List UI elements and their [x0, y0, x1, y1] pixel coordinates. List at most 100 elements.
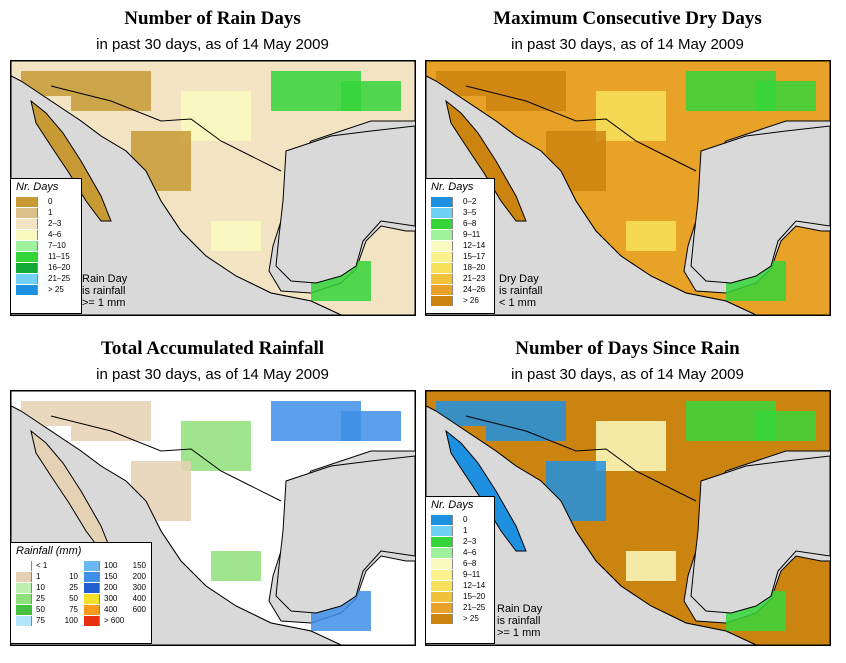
legend-swatch	[431, 295, 453, 306]
legend-swatch	[431, 273, 453, 284]
legend-item: 6–8	[431, 218, 494, 229]
legend-label: 11–15	[48, 252, 70, 261]
legend-swatch	[84, 571, 100, 582]
legend-label: 0	[48, 197, 53, 206]
legend-label: > 25	[463, 614, 479, 623]
legend-swatch	[431, 547, 453, 558]
legend-label: 150 200	[104, 572, 146, 581]
legend-label: 7–10	[48, 241, 66, 250]
legend-label: 9–11	[463, 570, 481, 579]
legend-item: 400 600	[84, 604, 147, 615]
legend-range-high: 25	[69, 583, 78, 592]
panel-subtitle: in past 30 days, as of 14 May 2009	[511, 366, 744, 383]
legend-item: 1 10	[16, 571, 79, 582]
legend-item: 2–3	[431, 536, 494, 547]
legend-title: Nr. Days	[431, 181, 474, 193]
legend-item: 300 400	[84, 593, 147, 604]
legend-swatch	[84, 582, 100, 593]
legend-swatch	[431, 569, 453, 580]
data-patch	[626, 221, 676, 251]
legend-item: 1	[431, 525, 494, 536]
legend-item: 100 150	[84, 560, 147, 571]
legend-item: 2–3	[16, 218, 81, 229]
legend-swatch	[16, 207, 38, 218]
legend-range-low: 10	[36, 583, 45, 592]
note-line: Rain Day	[497, 603, 543, 615]
panel-total-rainfall: Total Accumulated Rainfall in past 30 da…	[10, 338, 416, 663]
legend-range-high: 400	[132, 594, 146, 603]
legend-swatch	[84, 560, 100, 571]
legend-item: 15–17	[431, 251, 494, 262]
legend-range-low: < 1	[36, 561, 48, 570]
legend-item: 200 300	[84, 582, 147, 593]
baja-california	[30, 99, 112, 222]
legend-label: 2–3	[463, 537, 477, 546]
legend-swatch	[16, 262, 38, 273]
data-patch	[341, 411, 401, 441]
legend-item: 25 50	[16, 593, 79, 604]
legend-label: 10 25	[36, 583, 78, 592]
legend-swatch	[431, 602, 453, 613]
legend-col-left: < 1 1 10 10 25 25 50 50 75 75 100	[11, 560, 79, 626]
legend-label: 15–20	[463, 592, 486, 601]
legend-item: 50 75	[16, 604, 79, 615]
legend-label: 16–20	[48, 263, 71, 272]
legend-range-high: 50	[69, 594, 78, 603]
land-mass	[426, 61, 830, 315]
legend-item: 21–25	[431, 602, 494, 613]
legend-item: 10 25	[16, 582, 79, 593]
legend-col-right: 100 150 150 200 200 300 300 400 400 600 > 600	[79, 560, 147, 626]
legend-range-low: 400	[104, 605, 118, 614]
legend-swatch	[84, 615, 100, 626]
legend-label: 75 100	[36, 616, 78, 625]
panel-rain-days: Number of Rain Days in past 30 days, as …	[10, 8, 416, 333]
legend-swatch	[16, 273, 38, 284]
legend-dry-days: Nr. Days 0–2 3–5 6–8 9–11 12–14 15–17 18–20 21–…	[425, 178, 495, 314]
map-svg	[11, 61, 415, 315]
pacific-ocean	[426, 405, 757, 645]
legend-label: 6–8	[463, 219, 477, 228]
data-patch	[181, 421, 251, 471]
legend-swatch	[431, 525, 453, 536]
data-patch	[756, 81, 816, 111]
legend-swatch	[431, 251, 453, 262]
note-line: >= 1 mm	[497, 627, 541, 639]
legend-label: > 600	[104, 616, 146, 625]
data-patch	[596, 91, 666, 141]
legend-range-high: 150	[132, 561, 146, 570]
legend-item: 150 200	[84, 571, 147, 582]
panel-title: Number of Rain Days	[124, 8, 301, 29]
legend-range-low: 75	[36, 616, 45, 625]
legend-item: 18–20	[431, 262, 494, 273]
legend-label: < 1	[36, 561, 78, 570]
map-svg	[426, 391, 830, 645]
legend-label: 100 150	[104, 561, 146, 570]
legend-note: Rain Day is rainfall >= 1 mm	[82, 273, 127, 309]
legend-item: > 600	[84, 615, 147, 626]
legend-range-low: 300	[104, 594, 118, 603]
legend-swatch	[16, 604, 32, 615]
legend-item: 75 100	[16, 615, 79, 626]
legend-item: 0–2	[431, 196, 494, 207]
legend-item: 15–20	[431, 591, 494, 602]
legend-label: 3–5	[463, 208, 477, 217]
legend-days-since-rain: Nr. Days 0 1 2–3 4–6 6–8 9–11 12–14 15–20 21–25 >…	[425, 496, 495, 644]
legend-item: > 26	[431, 295, 494, 306]
legend-label: 50 75	[36, 605, 78, 614]
legend-swatch	[431, 580, 453, 591]
legend-range-low: 100	[104, 561, 118, 570]
legend-range-low: 1	[36, 572, 41, 581]
legend-swatch	[431, 262, 453, 273]
legend-label: 21–25	[48, 274, 71, 283]
legend-label: 12–14	[463, 241, 486, 250]
us-mexico-border	[50, 85, 282, 172]
data-patch	[341, 81, 401, 111]
legend-label: 6–8	[463, 559, 477, 568]
legend-swatch	[431, 558, 453, 569]
map-svg	[426, 61, 830, 315]
legend-label: 0	[463, 515, 468, 524]
legend-item: 16–20	[16, 262, 81, 273]
legend-range-high: 600	[132, 605, 146, 614]
legend-rain-days: Nr. Days 0 1 2–3 4–6 7–10 11–15 16–20 21–25 > 25	[10, 178, 82, 314]
data-patch	[71, 71, 151, 111]
